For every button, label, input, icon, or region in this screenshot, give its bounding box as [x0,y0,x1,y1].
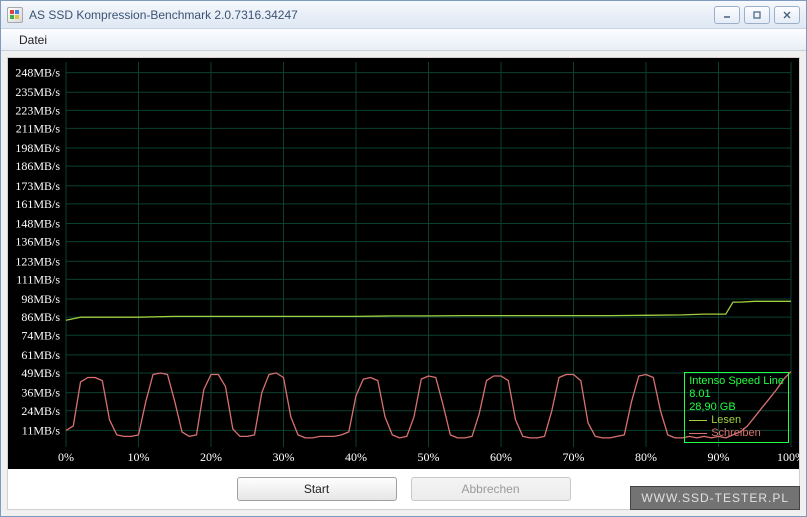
svg-text:198MB/s: 198MB/s [15,141,60,155]
svg-text:60%: 60% [490,450,512,464]
chart-area: 11MB/s 24MB/s 36MB/s 49MB/s 61MB/s 74MB/s 86MB… [8,58,799,469]
svg-text:11MB/s: 11MB/s [22,423,61,437]
svg-text:36MB/s: 36MB/s [21,386,60,400]
svg-text:161MB/s: 161MB/s [15,197,60,211]
app-icon [7,7,23,23]
svg-text:248MB/s: 248MB/s [15,66,60,80]
svg-text:80%: 80% [635,450,657,464]
svg-text:223MB/s: 223MB/s [15,103,60,117]
svg-text:74MB/s: 74MB/s [21,328,60,342]
watermark: www.ssd-tester.pl [630,486,800,510]
svg-text:24MB/s: 24MB/s [21,404,60,418]
svg-text:70%: 70% [563,450,585,464]
svg-text:173MB/s: 173MB/s [15,179,60,193]
svg-text:30%: 30% [273,450,295,464]
window-title: AS SSD Kompression-Benchmark 2.0.7316.34… [29,8,714,22]
svg-text:235MB/s: 235MB/s [15,85,60,99]
close-button[interactable] [774,6,800,24]
svg-text:186MB/s: 186MB/s [15,159,60,173]
window-controls [714,6,800,24]
menu-file[interactable]: Datei [11,31,55,49]
svg-text:50%: 50% [418,450,440,464]
svg-text:10%: 10% [128,450,150,464]
svg-text:40%: 40% [345,450,367,464]
svg-text:123MB/s: 123MB/s [15,254,60,268]
svg-text:61MB/s: 61MB/s [21,348,60,362]
chart-svg: 11MB/s 24MB/s 36MB/s 49MB/s 61MB/s 74MB/s 86MB… [8,58,799,469]
cancel-button: Abbrechen [411,477,571,501]
svg-text:90%: 90% [708,450,730,464]
svg-text:100%: 100% [777,450,799,464]
maximize-button[interactable] [744,6,770,24]
svg-text:20%: 20% [200,450,222,464]
minimize-icon [722,10,732,20]
svg-text:111MB/s: 111MB/s [16,272,60,286]
menubar: Datei [1,29,806,51]
maximize-icon [752,10,762,20]
svg-text:98MB/s: 98MB/s [21,292,60,306]
svg-text:86MB/s: 86MB/s [21,310,60,324]
svg-text:211MB/s: 211MB/s [16,121,61,135]
minimize-button[interactable] [714,6,740,24]
svg-text:148MB/s: 148MB/s [15,217,60,231]
client-area: 11MB/s 24MB/s 36MB/s 49MB/s 61MB/s 74MB/s 86MB… [7,57,800,510]
svg-text:0%: 0% [58,450,74,464]
titlebar: AS SSD Kompression-Benchmark 2.0.7316.34… [1,1,806,29]
app-window: AS SSD Kompression-Benchmark 2.0.7316.34… [0,0,807,517]
svg-text:136MB/s: 136MB/s [15,235,60,249]
svg-text:49MB/s: 49MB/s [21,366,60,380]
start-button[interactable]: Start [237,477,397,501]
close-icon [782,10,792,20]
